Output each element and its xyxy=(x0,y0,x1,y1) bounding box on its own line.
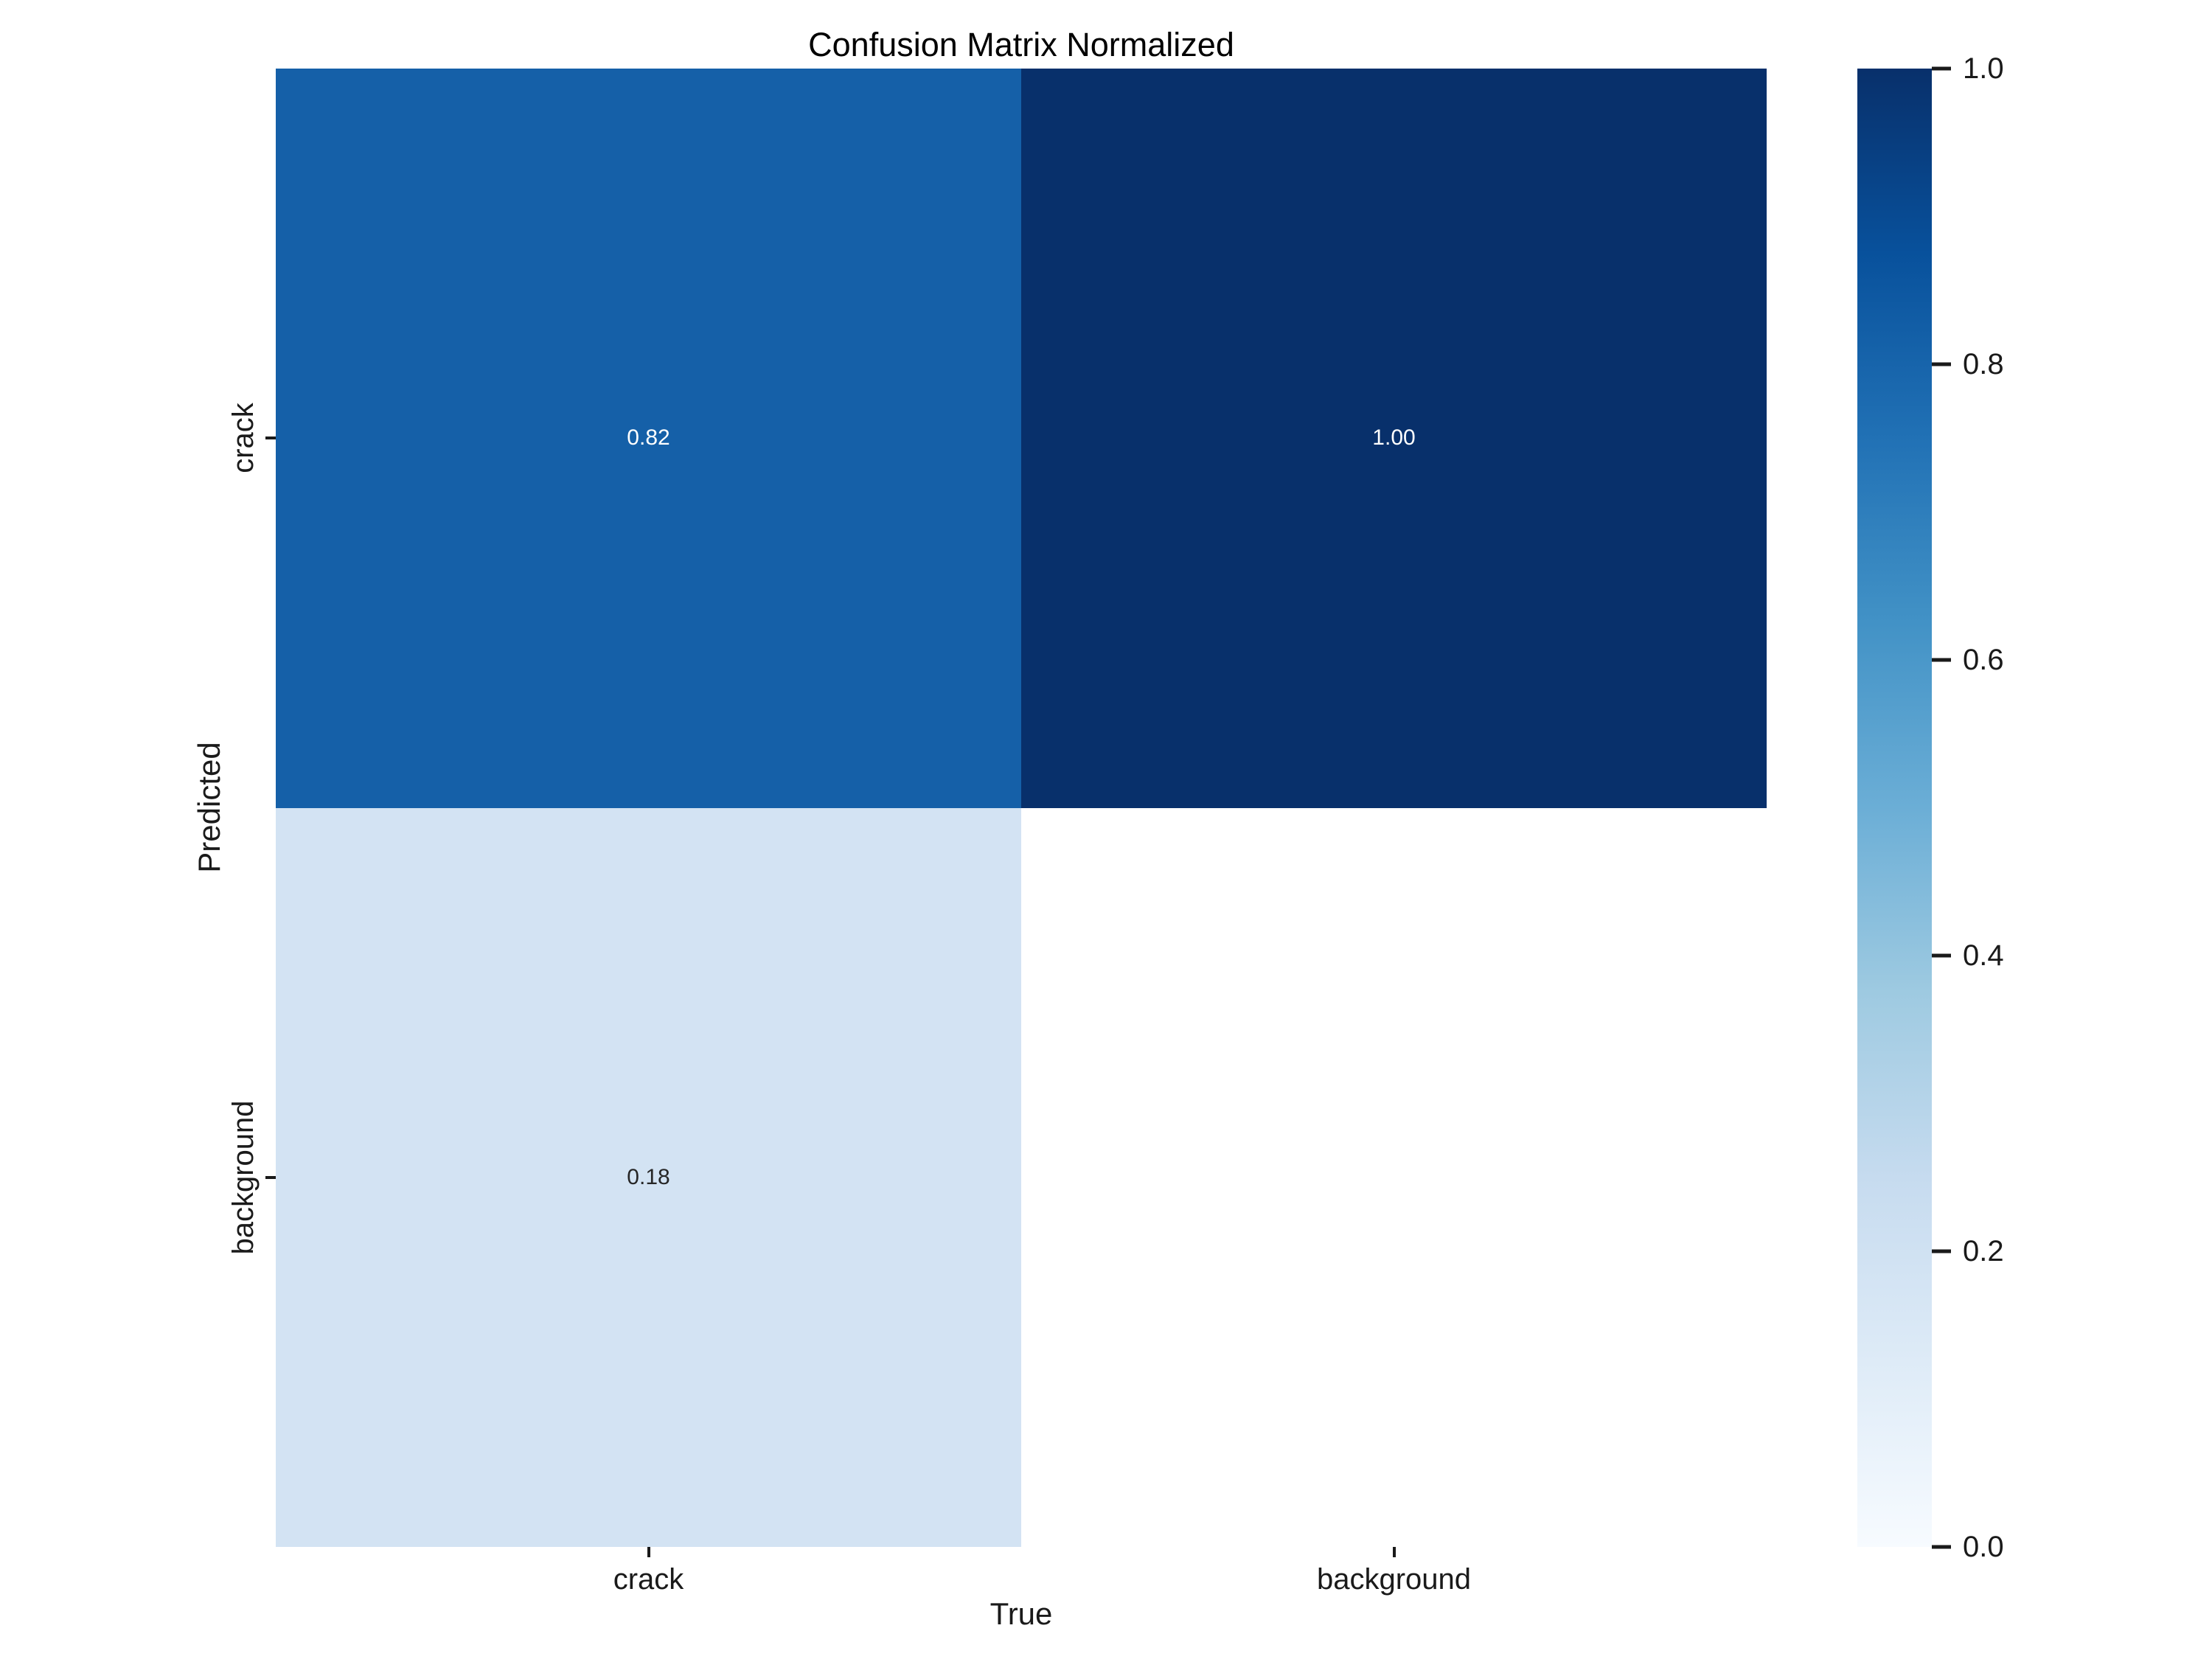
colorbar-tick-mark xyxy=(1932,658,1951,662)
colorbar-tick-label: 0.8 xyxy=(1963,348,2004,380)
x-axis-label: True xyxy=(990,1596,1053,1631)
y-tick-mark xyxy=(265,1175,276,1179)
chart-title: Confusion Matrix Normalized xyxy=(808,26,1234,63)
x-tick-label: background xyxy=(1316,1563,1472,1596)
y-tick-label: crack xyxy=(227,403,260,474)
colorbar-tick-mark xyxy=(1932,1249,1951,1253)
x-tick-label: crack xyxy=(613,1563,684,1596)
heatmap-cell-background-background xyxy=(1021,807,1767,1547)
colorbar-tick-mark xyxy=(1932,66,1951,71)
colorbar-tick-label: 0.2 xyxy=(1963,1235,2004,1267)
cell-value: 0.82 xyxy=(627,425,670,451)
heatmap-grid: 0.82 1.00 0.18 xyxy=(276,69,1767,1547)
colorbar xyxy=(1857,69,1932,1547)
colorbar-tick-mark xyxy=(1932,1545,1951,1549)
y-axis-label: Predicted xyxy=(192,742,226,873)
x-tick-mark xyxy=(1392,1547,1396,1557)
colorbar-tick-label: 0.4 xyxy=(1963,939,2004,972)
colorbar-tick-label: 0.6 xyxy=(1963,644,2004,676)
cell-value: 1.00 xyxy=(1372,425,1416,451)
heatmap-cell-crack-crack: 0.82 xyxy=(276,69,1021,808)
heatmap-cell-crack-background: 1.00 xyxy=(1021,69,1767,808)
colorbar-tick-mark xyxy=(1932,953,1951,958)
y-tick-mark xyxy=(265,437,276,440)
heatmap-cell-background-crack: 0.18 xyxy=(276,807,1021,1547)
colorbar-tick-mark xyxy=(1932,362,1951,366)
cell-value: 0.18 xyxy=(627,1164,670,1189)
colorbar-tick-label: 1.0 xyxy=(1963,52,2004,85)
colorbar-tick-label: 0.0 xyxy=(1963,1531,2004,1563)
y-tick-label: background xyxy=(227,1100,260,1255)
x-tick-mark xyxy=(647,1547,650,1557)
